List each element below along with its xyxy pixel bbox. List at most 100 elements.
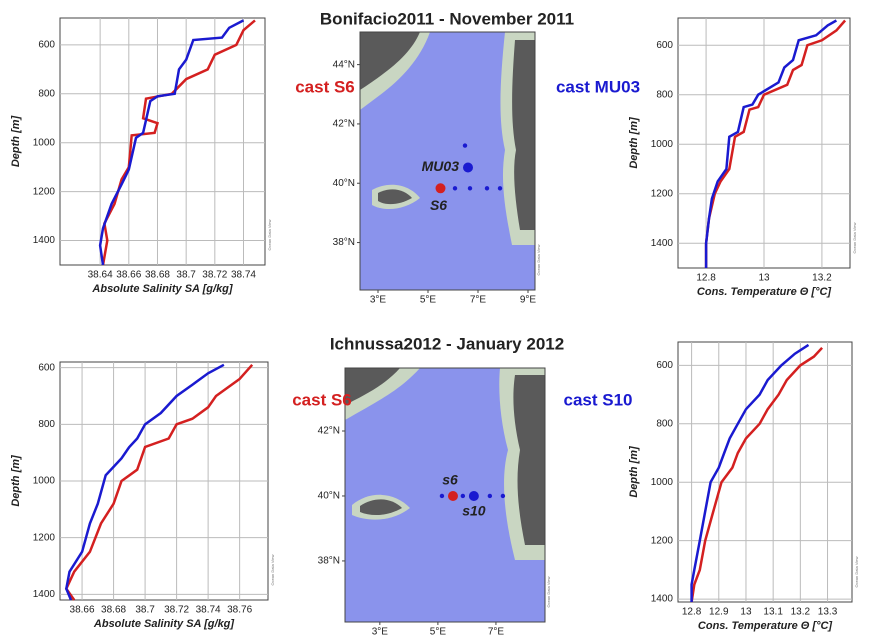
- x-tick-label: 3°E: [372, 627, 389, 635]
- y-tick-label: 1000: [33, 137, 56, 148]
- y-tick-label: 600: [656, 40, 673, 51]
- x-tick-label: 7°E: [488, 627, 505, 635]
- y-tick-label: 42°N: [333, 119, 355, 130]
- x-tick-label: 13: [758, 273, 770, 284]
- profile-line: [101, 19, 256, 266]
- y-tick-label: 1200: [651, 535, 674, 546]
- watermark: Ocean Data View: [546, 576, 551, 607]
- station: [468, 490, 479, 501]
- plot-frame: [677, 341, 853, 603]
- profile-line: [704, 19, 847, 268]
- x-axis-label: Absolute Salinity SA [g/kg]: [91, 283, 232, 295]
- x-tick-label: 13.3: [818, 607, 838, 618]
- station: [497, 186, 503, 191]
- y-axis-label: Depth [m]: [628, 117, 640, 169]
- y-tick-label: 600: [656, 360, 673, 371]
- watermark: Ocean Data View: [270, 554, 275, 585]
- x-tick-label: 7°E: [470, 295, 487, 306]
- y-tick-label: 800: [38, 88, 55, 99]
- y-tick-label: 800: [656, 89, 673, 100]
- y-tick-label: 44°N: [333, 59, 355, 70]
- watermark: Ocean Data View: [267, 219, 272, 250]
- station: [460, 493, 466, 499]
- x-tick-label: 38.68: [145, 270, 170, 281]
- y-tick-label: 600: [38, 40, 55, 51]
- chart-title: Bonifacio2011 - November 2011: [320, 9, 574, 28]
- profile-line: [690, 343, 810, 602]
- x-tick-label: 9°E: [520, 295, 537, 306]
- x-tick-label: 38.7: [176, 270, 196, 281]
- x-tick-label: 38.68: [101, 605, 126, 616]
- y-tick-label: 1400: [33, 589, 56, 600]
- y-tick-label: 800: [656, 418, 673, 429]
- x-tick-label: 38.72: [202, 270, 227, 281]
- x-axis-label: Cons. Temperature Θ [°C]: [698, 620, 833, 632]
- watermark: Ocean Data View: [536, 244, 541, 275]
- plot-frame: [59, 17, 266, 266]
- station-label: s10: [462, 503, 486, 519]
- y-tick-label: 38°N: [318, 556, 340, 567]
- x-axis-label: Absolute Salinity SA [g/kg]: [93, 618, 234, 630]
- profile-line: [65, 363, 225, 601]
- map-background: [360, 32, 535, 290]
- y-tick-label: 1000: [651, 139, 674, 150]
- y-tick-label: 1400: [33, 235, 56, 246]
- x-tick-label: 38.64: [88, 270, 113, 281]
- y-tick-label: 600: [38, 362, 55, 373]
- y-tick-label: 1200: [651, 188, 674, 199]
- legend-entry: cast S6: [295, 77, 355, 96]
- x-tick-label: 3°E: [370, 295, 387, 306]
- y-axis-label: Depth [m]: [10, 455, 22, 507]
- profile-line: [704, 19, 838, 268]
- y-tick-label: 800: [38, 419, 55, 430]
- y-tick-label: 40°N: [318, 491, 340, 502]
- map-background: [345, 368, 545, 622]
- y-axis-label: Depth [m]: [10, 116, 22, 168]
- chart-title: Ichnussa2012 - January 2012: [330, 334, 564, 353]
- station: [439, 493, 445, 499]
- station: [500, 493, 506, 499]
- x-tick-label: 13.2: [812, 273, 832, 284]
- watermark: Ocean Data View: [852, 222, 857, 253]
- y-tick-label: 1200: [33, 186, 56, 197]
- watermark: Ocean Data View: [854, 556, 859, 587]
- station: [447, 490, 458, 501]
- profile-line: [690, 346, 824, 603]
- y-tick-label: 40°N: [333, 178, 355, 189]
- station: [462, 143, 468, 148]
- x-tick-label: 38.74: [196, 605, 221, 616]
- station: [435, 183, 446, 194]
- y-tick-label: 42°N: [318, 426, 340, 437]
- x-tick-label: 38.76: [227, 605, 252, 616]
- profile-line: [98, 19, 245, 266]
- x-tick-label: 13: [740, 607, 752, 618]
- station: [487, 493, 493, 499]
- station-label: S6: [430, 197, 447, 213]
- station: [452, 186, 458, 191]
- legend-entry: cast S6: [292, 390, 352, 409]
- x-axis-label: Cons. Temperature Θ [°C]: [697, 286, 832, 298]
- map-frame: [359, 31, 536, 291]
- station-label: MU03: [422, 158, 460, 174]
- x-tick-label: 38.74: [231, 270, 256, 281]
- y-tick-label: 1000: [33, 476, 56, 487]
- x-tick-label: 13.2: [791, 607, 811, 618]
- y-tick-label: 1000: [651, 477, 674, 488]
- y-tick-label: 1400: [651, 594, 674, 605]
- legend-entry: cast S10: [564, 390, 633, 409]
- y-tick-label: 38°N: [333, 237, 355, 248]
- map-frame: [344, 367, 546, 623]
- station: [467, 186, 473, 191]
- station: [484, 186, 490, 191]
- y-tick-label: 1200: [33, 532, 56, 543]
- x-tick-label: 13.1: [763, 607, 783, 618]
- x-tick-label: 38.66: [70, 605, 95, 616]
- x-tick-label: 5°E: [430, 627, 447, 635]
- x-tick-label: 38.66: [116, 270, 141, 281]
- profile-line: [64, 363, 254, 601]
- y-tick-label: 1400: [651, 238, 674, 249]
- x-tick-label: 12.9: [709, 607, 729, 618]
- station: [463, 162, 473, 173]
- legend-entry: cast MU03: [556, 77, 640, 96]
